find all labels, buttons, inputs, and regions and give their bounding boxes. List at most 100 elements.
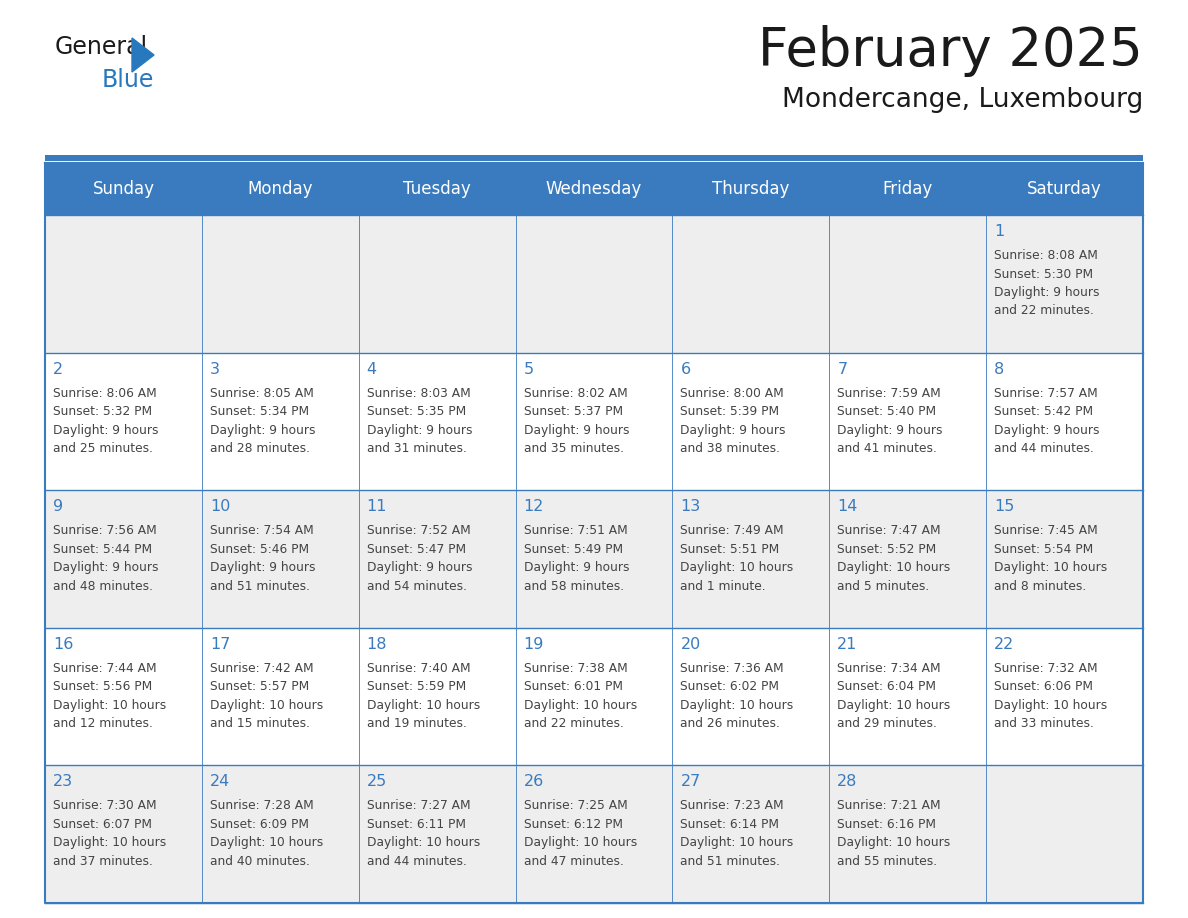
Text: Sunrise: 7:45 AM: Sunrise: 7:45 AM [994,524,1098,537]
Text: Sunset: 5:39 PM: Sunset: 5:39 PM [681,405,779,418]
Text: Sunrise: 7:49 AM: Sunrise: 7:49 AM [681,524,784,537]
Text: Sunrise: 8:03 AM: Sunrise: 8:03 AM [367,386,470,399]
Text: Sunrise: 7:40 AM: Sunrise: 7:40 AM [367,662,470,675]
Text: Daylight: 10 hours: Daylight: 10 hours [838,561,950,574]
Text: and 48 minutes.: and 48 minutes. [53,579,153,593]
Text: and 28 minutes.: and 28 minutes. [210,442,310,455]
Text: Sunset: 5:49 PM: Sunset: 5:49 PM [524,543,623,555]
Bar [45,163,1143,215]
Text: and 15 minutes.: and 15 minutes. [210,717,310,731]
Text: Sunset: 5:44 PM: Sunset: 5:44 PM [53,543,152,555]
Text: Sunrise: 7:38 AM: Sunrise: 7:38 AM [524,662,627,675]
Text: Sunrise: 7:44 AM: Sunrise: 7:44 AM [53,662,157,675]
Text: Sunset: 5:30 PM: Sunset: 5:30 PM [994,267,1093,281]
Text: Sunrise: 7:23 AM: Sunrise: 7:23 AM [681,800,784,812]
Bar [45,628,1143,766]
Text: Tuesday: Tuesday [403,180,470,198]
Text: Sunrise: 7:27 AM: Sunrise: 7:27 AM [367,800,470,812]
Text: Daylight: 10 hours: Daylight: 10 hours [838,836,950,849]
Text: Daylight: 9 hours: Daylight: 9 hours [367,423,472,437]
Text: Daylight: 10 hours: Daylight: 10 hours [681,699,794,711]
Text: and 35 minutes.: and 35 minutes. [524,442,624,455]
Text: 25: 25 [367,775,387,789]
Text: Sunset: 6:12 PM: Sunset: 6:12 PM [524,818,623,831]
Text: Daylight: 9 hours: Daylight: 9 hours [681,423,786,437]
Text: Wednesday: Wednesday [545,180,643,198]
Text: and 37 minutes.: and 37 minutes. [53,855,153,868]
Text: and 26 minutes.: and 26 minutes. [681,717,781,731]
Text: Daylight: 9 hours: Daylight: 9 hours [838,423,943,437]
Text: 21: 21 [838,637,858,652]
Text: Sunrise: 7:34 AM: Sunrise: 7:34 AM [838,662,941,675]
Bar [45,155,1143,161]
Text: Sunset: 6:01 PM: Sunset: 6:01 PM [524,680,623,693]
Text: 20: 20 [681,637,701,652]
Text: Sunrise: 7:51 AM: Sunrise: 7:51 AM [524,524,627,537]
Text: 23: 23 [53,775,74,789]
Text: Daylight: 10 hours: Daylight: 10 hours [210,836,323,849]
Text: Sunset: 5:35 PM: Sunset: 5:35 PM [367,405,466,418]
Text: 24: 24 [210,775,230,789]
Text: Sunset: 5:34 PM: Sunset: 5:34 PM [210,405,309,418]
Text: Sunset: 6:06 PM: Sunset: 6:06 PM [994,680,1093,693]
Text: Sunrise: 7:21 AM: Sunrise: 7:21 AM [838,800,941,812]
Text: Sunset: 5:32 PM: Sunset: 5:32 PM [53,405,152,418]
Text: Daylight: 10 hours: Daylight: 10 hours [367,699,480,711]
Text: Sunset: 5:47 PM: Sunset: 5:47 PM [367,543,466,555]
Text: Daylight: 10 hours: Daylight: 10 hours [681,561,794,574]
Text: Sunrise: 7:52 AM: Sunrise: 7:52 AM [367,524,470,537]
Text: Sunset: 5:56 PM: Sunset: 5:56 PM [53,680,152,693]
Text: 27: 27 [681,775,701,789]
Text: Sunrise: 7:30 AM: Sunrise: 7:30 AM [53,800,157,812]
Text: Daylight: 10 hours: Daylight: 10 hours [838,699,950,711]
Text: and 38 minutes.: and 38 minutes. [681,442,781,455]
Text: Sunset: 5:51 PM: Sunset: 5:51 PM [681,543,779,555]
Text: and 5 minutes.: and 5 minutes. [838,579,929,593]
Text: 13: 13 [681,499,701,514]
Text: and 1 minute.: and 1 minute. [681,579,766,593]
Text: 22: 22 [994,637,1015,652]
Text: Daylight: 10 hours: Daylight: 10 hours [53,699,166,711]
Text: Sunset: 5:42 PM: Sunset: 5:42 PM [994,405,1093,418]
Text: 26: 26 [524,775,544,789]
Text: and 22 minutes.: and 22 minutes. [994,305,1094,318]
Text: and 51 minutes.: and 51 minutes. [210,579,310,593]
Text: Sunset: 6:04 PM: Sunset: 6:04 PM [838,680,936,693]
Text: Sunrise: 7:32 AM: Sunrise: 7:32 AM [994,662,1098,675]
Text: and 22 minutes.: and 22 minutes. [524,717,624,731]
Text: and 29 minutes.: and 29 minutes. [838,717,937,731]
Text: Daylight: 10 hours: Daylight: 10 hours [210,699,323,711]
Text: Sunrise: 8:08 AM: Sunrise: 8:08 AM [994,249,1098,262]
Text: Daylight: 10 hours: Daylight: 10 hours [994,699,1107,711]
Text: Sunrise: 8:02 AM: Sunrise: 8:02 AM [524,386,627,399]
Text: Sunset: 5:46 PM: Sunset: 5:46 PM [210,543,309,555]
Text: Daylight: 9 hours: Daylight: 9 hours [53,561,158,574]
Bar [45,215,1143,353]
Text: Daylight: 9 hours: Daylight: 9 hours [524,423,630,437]
Text: Sunset: 6:09 PM: Sunset: 6:09 PM [210,818,309,831]
Bar [45,353,1143,490]
Text: 18: 18 [367,637,387,652]
Text: Daylight: 10 hours: Daylight: 10 hours [994,561,1107,574]
Text: 5: 5 [524,362,533,376]
Text: General: General [55,35,148,59]
Text: and 54 minutes.: and 54 minutes. [367,579,467,593]
Text: and 58 minutes.: and 58 minutes. [524,579,624,593]
Text: and 44 minutes.: and 44 minutes. [994,442,1094,455]
Text: and 31 minutes.: and 31 minutes. [367,442,467,455]
Text: 17: 17 [210,637,230,652]
Text: Daylight: 9 hours: Daylight: 9 hours [367,561,472,574]
Text: Sunset: 5:54 PM: Sunset: 5:54 PM [994,543,1093,555]
Text: Sunrise: 7:28 AM: Sunrise: 7:28 AM [210,800,314,812]
Text: Sunrise: 7:54 AM: Sunrise: 7:54 AM [210,524,314,537]
Text: Mondercange, Luxembourg: Mondercange, Luxembourg [782,87,1143,113]
Text: Sunday: Sunday [93,180,154,198]
Text: 16: 16 [53,637,74,652]
Text: Daylight: 10 hours: Daylight: 10 hours [53,836,166,849]
Text: Sunset: 6:02 PM: Sunset: 6:02 PM [681,680,779,693]
Text: Daylight: 9 hours: Daylight: 9 hours [53,423,158,437]
Text: Daylight: 9 hours: Daylight: 9 hours [524,561,630,574]
Bar [45,490,1143,628]
Text: 9: 9 [53,499,63,514]
Text: Blue: Blue [102,68,154,92]
